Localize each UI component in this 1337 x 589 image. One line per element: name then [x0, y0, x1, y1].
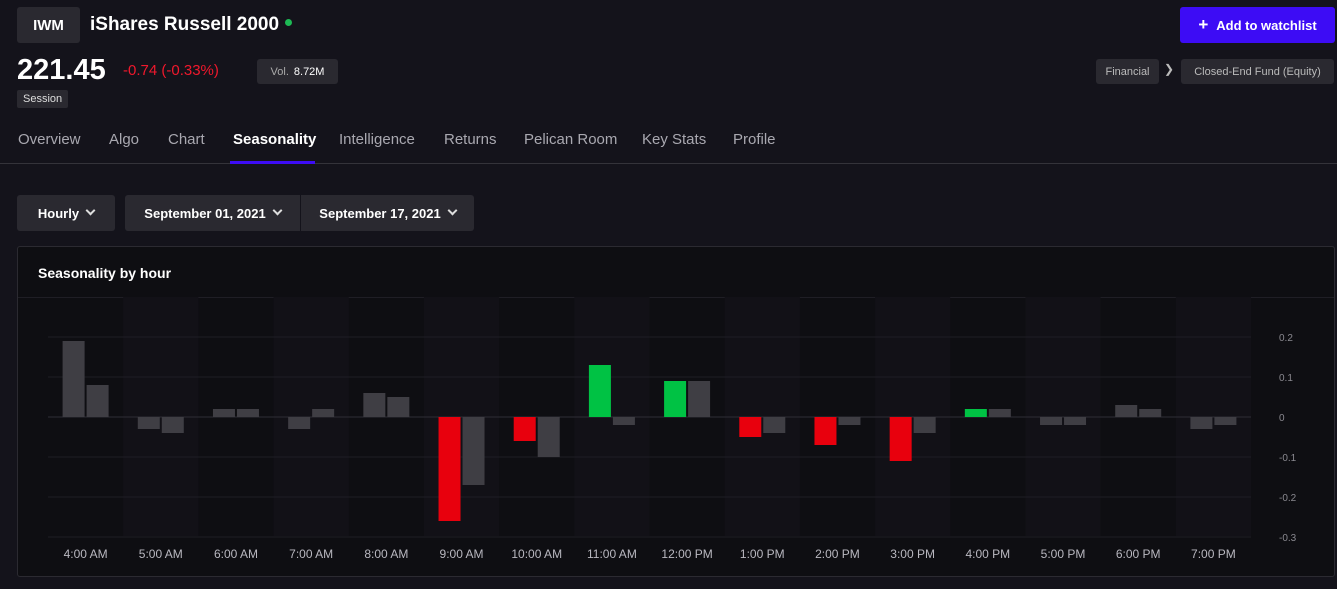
- instrument-name: iShares Russell 2000: [90, 14, 293, 36]
- start-date-value: September 01, 2021: [144, 205, 266, 221]
- bar-primary[interactable]: [739, 417, 762, 437]
- bar-primary[interactable]: [1115, 405, 1138, 417]
- x-tick-label: 4:00 PM: [965, 547, 1010, 561]
- bar-secondary[interactable]: [913, 417, 936, 433]
- bar-secondary[interactable]: [236, 409, 259, 417]
- x-tick-label: 6:00 AM: [214, 547, 258, 561]
- seasonality-chart-panel: Seasonality by hour 0.2 0.1 0 -0.1 -0.2 -0.3 4…: [17, 246, 1335, 577]
- bar-primary[interactable]: [513, 417, 536, 441]
- bar-primary[interactable]: [814, 417, 837, 445]
- ticker-badge: IWM: [17, 7, 80, 43]
- volume-value: 8.72M: [293, 65, 325, 78]
- x-tick-label: 4:00 AM: [64, 547, 108, 561]
- bar-secondary[interactable]: [161, 417, 184, 433]
- tab-returns[interactable]: Returns: [444, 131, 497, 148]
- interval-value: Hourly: [37, 205, 80, 221]
- bar-primary[interactable]: [212, 409, 235, 417]
- end-date-value: September 17, 2021: [319, 205, 441, 221]
- volume-badge: Vol. 8.72M: [257, 59, 338, 84]
- y-tick-label: -0.1: [1279, 453, 1297, 464]
- x-tick-label: 8:00 AM: [364, 547, 408, 561]
- panel-divider: [18, 297, 1334, 298]
- y-tick-label: -0.3: [1279, 533, 1297, 544]
- x-tick-label: 11:00 AM: [587, 547, 637, 561]
- bar-secondary[interactable]: [688, 381, 711, 417]
- y-tick-label: 0.1: [1279, 373, 1293, 384]
- session-badge: Session: [17, 90, 69, 108]
- bar-secondary[interactable]: [838, 417, 861, 425]
- y-tick-label: 0: [1279, 413, 1285, 424]
- bar-secondary[interactable]: [1064, 417, 1087, 425]
- bar-primary[interactable]: [1190, 417, 1213, 429]
- tab-chart[interactable]: Chart: [168, 131, 205, 148]
- tab-pelican-room[interactable]: Pelican Room: [524, 131, 618, 148]
- x-tick-label: 9:00 AM: [440, 547, 484, 561]
- bar-secondary[interactable]: [988, 409, 1011, 417]
- tab-profile[interactable]: Profile: [733, 131, 776, 148]
- chevron-down-icon: [272, 205, 283, 215]
- tab-intelligence[interactable]: Intelligence: [339, 131, 415, 148]
- x-tick-label: 6:00 PM: [1116, 547, 1161, 561]
- y-tick-label: -0.2: [1279, 493, 1297, 504]
- x-tick-label: 2:00 PM: [815, 547, 860, 561]
- bar-primary[interactable]: [964, 409, 987, 417]
- bar-secondary[interactable]: [387, 397, 410, 417]
- bar-secondary[interactable]: [1139, 409, 1162, 417]
- bar-primary[interactable]: [137, 417, 160, 429]
- x-tick-label: 5:00 AM: [139, 547, 183, 561]
- bar-secondary[interactable]: [537, 417, 560, 457]
- x-tick-label: 7:00 AM: [289, 547, 333, 561]
- x-tick-label: 5:00 PM: [1041, 547, 1086, 561]
- x-tick-label: 3:00 PM: [890, 547, 935, 561]
- chevron-right-icon: ❯: [1164, 62, 1175, 76]
- bar-primary[interactable]: [363, 393, 386, 417]
- bar-primary[interactable]: [588, 365, 611, 417]
- bar-primary[interactable]: [1040, 417, 1063, 425]
- x-tick-label: 12:00 PM: [661, 547, 712, 561]
- seasonality-bar-chart: 0.2 0.1 0 -0.1 -0.2 -0.3 4:00 AM 5:00 AM 6:00 AM…: [48, 297, 1297, 561]
- end-date-picker[interactable]: September 17, 2021: [301, 195, 474, 231]
- interval-dropdown[interactable]: Hourly: [17, 195, 115, 231]
- bar-primary[interactable]: [438, 417, 461, 521]
- bar-primary[interactable]: [889, 417, 912, 461]
- bar-primary[interactable]: [664, 381, 687, 417]
- y-tick-label: 0.2: [1279, 333, 1293, 344]
- tab-seasonality[interactable]: Seasonality: [233, 131, 317, 148]
- live-indicator-icon: [285, 19, 293, 27]
- chart-title: Seasonality by hour: [38, 265, 172, 281]
- x-tick-label: 10:00 AM: [511, 547, 562, 561]
- bar-secondary[interactable]: [462, 417, 485, 485]
- x-tick-label: 7:00 PM: [1191, 547, 1236, 561]
- bar-secondary[interactable]: [612, 417, 635, 425]
- tab-key-stats[interactable]: Key Stats: [642, 131, 707, 148]
- bar-primary[interactable]: [288, 417, 311, 429]
- add-to-watchlist-button[interactable]: + Add to watchlist: [1180, 7, 1335, 43]
- plus-icon: +: [1198, 15, 1209, 34]
- start-date-picker[interactable]: September 01, 2021: [125, 195, 300, 231]
- tab-bar: Overview Algo Chart Seasonality Intellig…: [0, 120, 1337, 164]
- x-tick-label: 1:00 PM: [740, 547, 785, 561]
- volume-label: Vol.: [270, 65, 289, 78]
- bar-secondary[interactable]: [1214, 417, 1237, 425]
- breadcrumb-industry[interactable]: Closed-End Fund (Equity): [1181, 59, 1334, 84]
- bar-secondary[interactable]: [763, 417, 786, 433]
- breadcrumb-sector[interactable]: Financial: [1096, 59, 1159, 84]
- last-price: 221.45: [17, 54, 106, 86]
- chevron-down-icon: [85, 205, 96, 215]
- tab-overview[interactable]: Overview: [18, 131, 81, 148]
- active-tab-indicator: [230, 161, 315, 164]
- bar-secondary[interactable]: [312, 409, 335, 417]
- bar-secondary[interactable]: [86, 385, 109, 417]
- add-to-watchlist-label: Add to watchlist: [1216, 17, 1317, 33]
- price-change: -0.74 (-0.33%): [123, 62, 219, 79]
- bar-primary[interactable]: [62, 341, 85, 417]
- tab-algo[interactable]: Algo: [109, 131, 140, 148]
- chevron-down-icon: [447, 205, 458, 215]
